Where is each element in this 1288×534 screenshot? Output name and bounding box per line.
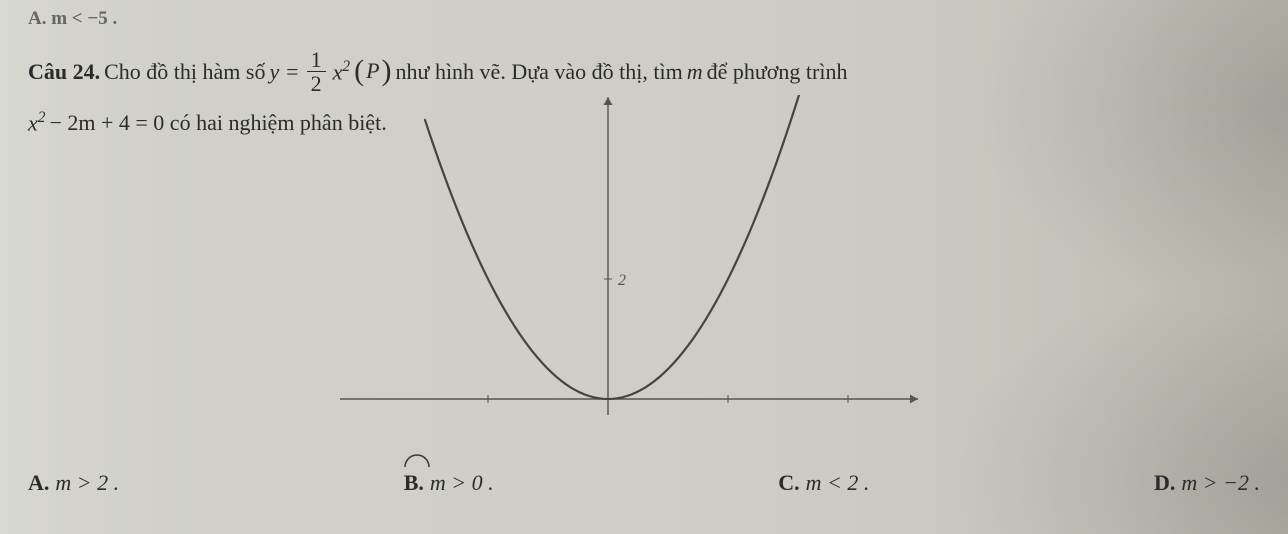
option-D: D. m > −2 . xyxy=(1154,470,1260,496)
svg-text:2: 2 xyxy=(618,272,626,289)
option-C: C. m < 2 . xyxy=(778,470,869,496)
pencil-arc-icon xyxy=(404,452,430,468)
question-text: Câu 24. Cho đồ thị hàm số y = 1 2 x2 (P)… xyxy=(28,48,1270,95)
option-B: B. m > 0 . xyxy=(404,452,494,496)
graph-svg: 2 xyxy=(328,95,928,435)
fraction-one-half: 1 2 xyxy=(307,48,326,95)
answer-row: A. m > 2 . B. m > 0 . C. m < 2 . D. m > … xyxy=(28,452,1270,496)
paren-P: (P) xyxy=(354,56,391,86)
parabola-graph: 2 xyxy=(328,95,928,440)
previous-question-fragment: A. m < −5 . xyxy=(28,8,1270,30)
option-A: A. m > 2 . xyxy=(28,470,119,496)
question-number: Câu 24. xyxy=(28,55,100,88)
